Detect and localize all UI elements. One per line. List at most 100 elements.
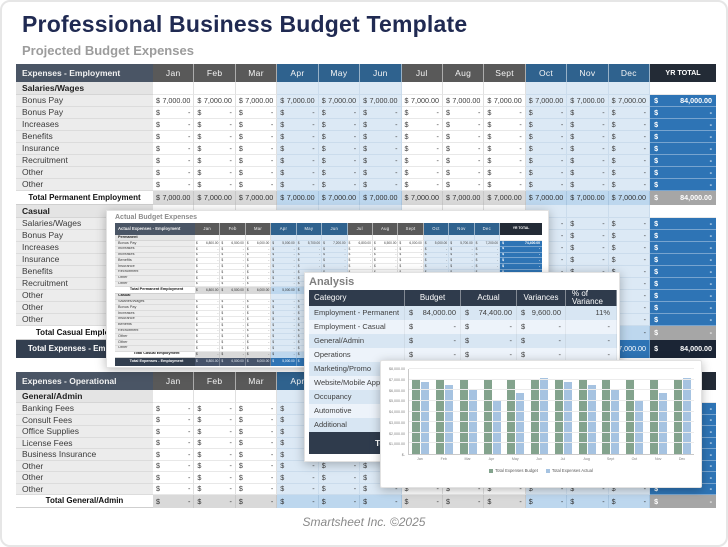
month-header-mar[interactable]: Mar xyxy=(245,223,272,235)
blank-cell[interactable] xyxy=(195,293,221,300)
money-cell[interactable]: $- xyxy=(608,143,651,155)
money-cell[interactable]: $- xyxy=(220,328,246,335)
money-cell[interactable]: $- xyxy=(372,264,399,270)
money-cell[interactable]: $5,700.00 xyxy=(449,241,475,247)
money-cell[interactable]: $- xyxy=(220,246,246,253)
month-header-jan[interactable]: Jan xyxy=(153,64,195,82)
money-cell[interactable]: $7,000.00 xyxy=(608,95,651,107)
money-cell[interactable]: $- xyxy=(194,426,236,438)
money-cell[interactable]: $- xyxy=(277,155,319,167)
bar-budget[interactable] xyxy=(483,379,492,454)
money-cell[interactable]: $- xyxy=(220,334,246,341)
money-cell[interactable]: $- xyxy=(220,345,246,352)
month-header-sept[interactable]: Sept xyxy=(484,64,526,82)
money-cell[interactable]: $- xyxy=(271,334,297,341)
money-cell[interactable]: $- xyxy=(153,167,195,179)
money-cell[interactable]: $- xyxy=(608,179,651,191)
blank-cell[interactable] xyxy=(567,205,609,218)
money-cell[interactable]: $- xyxy=(220,252,246,259)
money-cell[interactable]: $- xyxy=(195,345,221,352)
money-cell[interactable]: $- xyxy=(608,155,651,167)
money-cell[interactable]: $- xyxy=(567,230,609,242)
bar-budget[interactable] xyxy=(673,379,682,454)
blank-cell[interactable] xyxy=(608,82,651,95)
money-cell[interactable]: $- xyxy=(360,107,402,119)
month-header-jul[interactable]: Jul xyxy=(347,223,373,235)
money-cell[interactable]: $- xyxy=(484,167,526,179)
money-cell[interactable]: $- xyxy=(398,246,424,253)
money-cell[interactable]: $- xyxy=(525,131,568,143)
blank-cell[interactable] xyxy=(235,82,278,95)
money-cell[interactable]: $- xyxy=(318,472,361,484)
money-cell[interactable]: $- xyxy=(220,305,246,312)
money-cell[interactable]: $- xyxy=(484,483,526,495)
bar-budget[interactable] xyxy=(602,379,611,454)
money-cell[interactable]: $- xyxy=(277,167,319,179)
money-cell[interactable]: $- xyxy=(194,414,236,426)
money-cell[interactable]: $- xyxy=(484,119,526,131)
money-cell[interactable]: $- xyxy=(245,258,272,265)
money-cell[interactable]: $- xyxy=(398,252,424,259)
analysis-money-cell[interactable]: $- xyxy=(517,320,566,334)
money-cell[interactable]: $- xyxy=(271,340,297,346)
analysis-money-cell[interactable]: $- xyxy=(461,320,517,334)
bar-actual[interactable] xyxy=(492,400,501,454)
money-cell[interactable]: $6,500.00 xyxy=(220,241,246,247)
money-cell[interactable]: $- xyxy=(220,264,246,270)
money-cell[interactable]: $7,000.00 xyxy=(525,95,568,107)
money-cell[interactable]: $- xyxy=(220,281,246,288)
money-cell[interactable]: $7,000.00 xyxy=(194,95,236,107)
blank-cell[interactable] xyxy=(153,390,195,403)
money-cell[interactable]: $- xyxy=(245,281,272,288)
money-cell[interactable]: $- xyxy=(608,218,651,230)
analysis-money-cell[interactable]: $- xyxy=(405,334,461,348)
money-cell[interactable]: $- xyxy=(423,252,450,259)
money-cell[interactable]: $6,800.00 xyxy=(195,241,221,247)
analysis-pct-cell[interactable]: - xyxy=(566,334,617,348)
money-cell[interactable]: $- xyxy=(322,258,348,265)
money-cell[interactable]: $7,000.00 xyxy=(567,95,609,107)
money-cell[interactable]: $- xyxy=(271,311,297,317)
bar-actual[interactable] xyxy=(421,381,430,454)
money-cell[interactable]: $- xyxy=(235,437,278,449)
money-cell[interactable]: $7,000.00 xyxy=(235,95,278,107)
money-cell[interactable]: $- xyxy=(474,246,501,253)
money-cell[interactable]: $- xyxy=(220,340,246,346)
money-cell[interactable]: $7,000.00 xyxy=(484,95,526,107)
money-cell[interactable]: $- xyxy=(277,119,319,131)
analysis-money-cell[interactable]: $- xyxy=(405,348,461,362)
money-cell[interactable]: $- xyxy=(277,460,319,472)
money-cell[interactable]: $- xyxy=(360,143,402,155)
money-cell[interactable]: $- xyxy=(484,131,526,143)
money-cell[interactable]: $- xyxy=(423,258,450,265)
money-cell[interactable]: $- xyxy=(235,179,278,191)
money-cell[interactable]: $- xyxy=(195,299,221,306)
money-cell[interactable]: $- xyxy=(567,218,609,230)
money-cell[interactable]: $- xyxy=(153,143,195,155)
money-cell[interactable]: $- xyxy=(322,264,348,270)
money-cell[interactable]: $- xyxy=(474,264,501,270)
bar-actual[interactable] xyxy=(658,393,667,454)
money-cell[interactable]: $- xyxy=(347,264,373,270)
money-cell[interactable]: $- xyxy=(194,449,236,461)
blank-cell[interactable] xyxy=(567,82,609,95)
money-cell[interactable]: $- xyxy=(153,426,195,438)
money-cell[interactable]: $- xyxy=(153,437,195,449)
money-cell[interactable]: $- xyxy=(235,414,278,426)
money-cell[interactable]: $5,700.00 xyxy=(296,241,323,247)
money-cell[interactable]: $- xyxy=(608,483,651,495)
money-cell[interactable]: $- xyxy=(401,107,443,119)
money-cell[interactable]: $- xyxy=(153,107,195,119)
blank-cell[interactable] xyxy=(398,235,424,241)
bar-budget[interactable] xyxy=(649,379,658,454)
money-cell[interactable]: $- xyxy=(153,449,195,461)
money-cell[interactable]: $- xyxy=(194,483,236,495)
money-cell[interactable]: $- xyxy=(271,264,297,270)
bar-budget[interactable] xyxy=(459,379,468,454)
money-cell[interactable]: $- xyxy=(245,252,272,259)
money-cell[interactable]: $- xyxy=(296,246,323,253)
money-cell[interactable]: $7,000.00 xyxy=(401,95,443,107)
analysis-money-cell[interactable]: $74,400.00 xyxy=(461,306,517,320)
blank-cell[interactable] xyxy=(372,235,399,241)
money-cell[interactable]: $- xyxy=(449,264,475,270)
